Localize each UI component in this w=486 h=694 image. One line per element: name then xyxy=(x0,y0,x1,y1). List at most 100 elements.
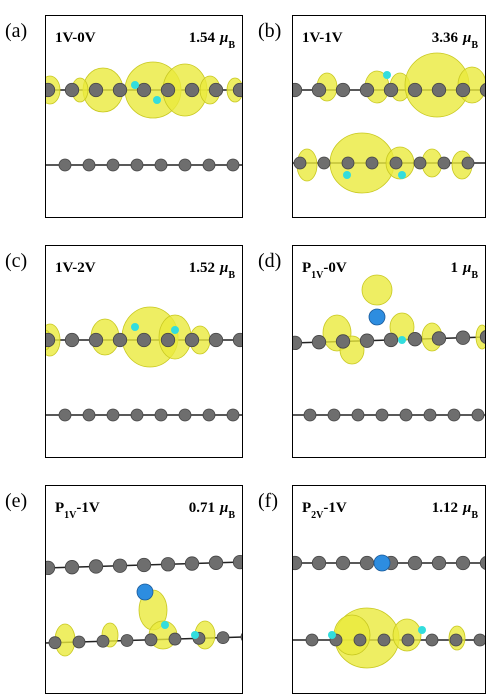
carbon-atom xyxy=(161,333,175,347)
moment-unit: μ xyxy=(462,260,471,276)
panel-label: 1V-2V xyxy=(55,260,96,276)
carbon-atom xyxy=(203,409,215,421)
carbon-atom xyxy=(233,83,247,97)
carbon-atom xyxy=(450,634,462,646)
carbon-atom xyxy=(360,334,374,348)
carbon-atom xyxy=(209,83,223,97)
carbon-atom xyxy=(400,409,412,421)
negative-density xyxy=(161,621,169,629)
carbon-atom xyxy=(432,556,446,570)
negative-density xyxy=(171,326,179,334)
carbon-atom xyxy=(113,83,127,97)
carbon-atom xyxy=(352,409,364,421)
carbon-atom xyxy=(257,555,271,569)
carbon-atom xyxy=(145,634,157,646)
carbon-atom xyxy=(49,637,61,649)
carbon-atom xyxy=(408,332,422,346)
carbon-atom xyxy=(73,636,85,648)
carbon-atom xyxy=(378,634,390,646)
carbon-atom xyxy=(456,331,470,345)
phosphorus-atom xyxy=(137,584,153,600)
carbon-atom xyxy=(360,83,374,97)
negative-density xyxy=(418,626,426,634)
spin-density xyxy=(330,133,394,193)
carbon-atom xyxy=(402,634,414,646)
carbon-atom xyxy=(414,157,426,169)
carbon-atom xyxy=(472,409,484,421)
carbon-atom xyxy=(408,556,422,570)
panel-label: 1V-0V xyxy=(55,30,96,46)
negative-density xyxy=(343,171,351,179)
panel xyxy=(39,245,271,458)
moment-value: 1.54 xyxy=(189,30,216,46)
carbon-atom xyxy=(227,409,239,421)
carbon-atom xyxy=(97,635,109,647)
moment-subscript: B xyxy=(228,40,235,51)
carbon-atom xyxy=(384,83,398,97)
carbon-atom xyxy=(294,157,306,169)
label-part: 1V-0V xyxy=(55,30,96,46)
carbon-atom xyxy=(137,558,151,572)
carbon-atom xyxy=(227,159,239,171)
carbon-atom xyxy=(462,157,474,169)
carbon-atom xyxy=(304,409,316,421)
panel-letter: (b) xyxy=(258,20,281,42)
carbon-atom xyxy=(137,83,151,97)
moment-unit: μ xyxy=(462,30,471,46)
carbon-atom xyxy=(328,409,340,421)
carbon-atom xyxy=(83,159,95,171)
phosphorus-atom xyxy=(369,309,385,325)
carbon-atom xyxy=(251,409,263,421)
phosphorus-atom xyxy=(374,555,390,571)
carbon-atom xyxy=(131,159,143,171)
panel-label: 1V-1V xyxy=(302,30,343,46)
carbon-atom xyxy=(65,83,79,97)
panel-letter: (f) xyxy=(258,490,278,512)
carbon-atom xyxy=(448,409,460,421)
moment-subscript: B xyxy=(471,40,478,51)
label-part: 1V-2V xyxy=(55,260,96,276)
negative-density xyxy=(383,71,391,79)
carbon-atom xyxy=(233,555,247,569)
negative-density xyxy=(398,171,406,179)
negative-density xyxy=(398,336,406,344)
carbon-atom xyxy=(312,556,326,570)
carbon-atom xyxy=(288,556,302,570)
carbon-atom xyxy=(424,409,436,421)
carbon-atom xyxy=(408,83,422,97)
carbon-atom xyxy=(390,157,402,169)
label-part: P xyxy=(55,500,64,516)
moment-subscript: B xyxy=(228,270,235,281)
panel-letter: (c) xyxy=(5,250,27,272)
carbon-atom xyxy=(474,634,486,646)
carbon-atom xyxy=(161,558,175,572)
moment-value: 3.36 xyxy=(432,30,459,46)
carbon-atom xyxy=(432,332,446,346)
carbon-atom xyxy=(209,333,223,347)
negative-density xyxy=(153,96,161,104)
carbon-atom xyxy=(155,159,167,171)
carbon-atom xyxy=(185,83,199,97)
label-part: -1V xyxy=(323,500,346,516)
carbon-atom xyxy=(257,83,271,97)
carbon-atom xyxy=(89,333,103,347)
carbon-atom xyxy=(336,556,350,570)
carbon-atom xyxy=(354,634,366,646)
moment-value: 1.12 xyxy=(432,500,458,516)
label-part: P xyxy=(302,260,311,276)
carbon-atom xyxy=(155,409,167,421)
carbon-atom xyxy=(41,333,55,347)
label-part: 1V-1V xyxy=(302,30,343,46)
carbon-atom xyxy=(288,83,302,97)
carbon-atom xyxy=(438,157,450,169)
moment-unit: μ xyxy=(219,30,228,46)
carbon-atom xyxy=(342,157,354,169)
negative-density xyxy=(191,631,199,639)
carbon-atom xyxy=(360,556,374,570)
carbon-atom xyxy=(179,159,191,171)
carbon-atom xyxy=(432,83,446,97)
carbon-atom xyxy=(257,333,271,347)
carbon-atom xyxy=(336,83,350,97)
moment-value: 1 xyxy=(450,260,458,276)
carbon-atom xyxy=(89,83,103,97)
